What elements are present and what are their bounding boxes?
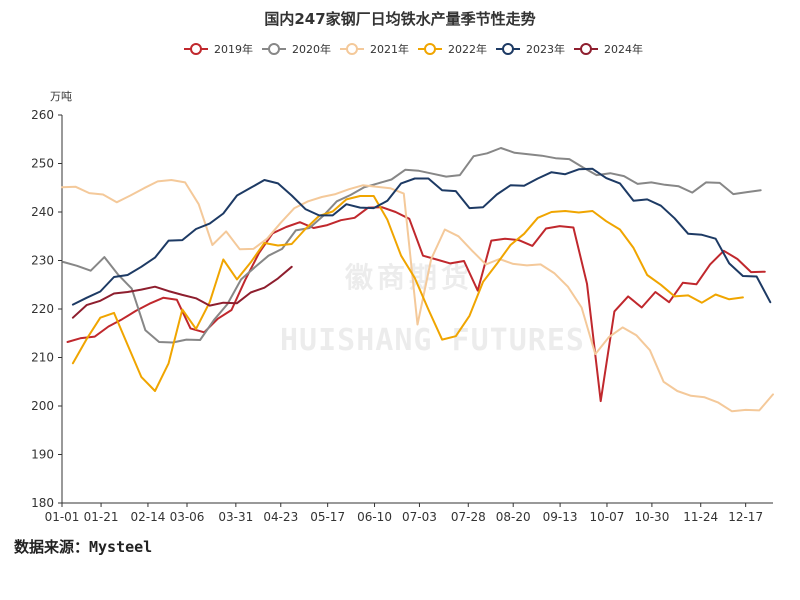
legend-label: 2022年 (448, 43, 487, 56)
x-tick-label: 11-24 (683, 510, 718, 524)
series-line-2019年 (66, 206, 766, 403)
x-tick-label: 10-07 (590, 510, 625, 524)
x-tick-label: 12-17 (728, 510, 763, 524)
legend-label: 2020年 (292, 43, 331, 56)
series-line-2023年 (71, 167, 772, 306)
y-tick-label: 240 (31, 205, 54, 219)
x-tick-label: 07-28 (451, 510, 486, 524)
legend-label: 2021年 (370, 43, 409, 56)
x-tick-label: 02-14 (131, 510, 166, 524)
y-tick-label: 180 (31, 496, 54, 510)
x-tick-label: 03-06 (170, 510, 205, 524)
x-tick-label: 04-23 (263, 510, 298, 524)
series-line-2022年 (71, 195, 744, 392)
x-tick-label: 03-31 (218, 510, 253, 524)
y-tick-label: 210 (31, 351, 54, 365)
series-line-2021年 (61, 179, 774, 413)
chart-legend: 2019年 2020年 2021年 2022年 2023年 2024年 (0, 40, 800, 58)
y-axis-unit-label: 万吨 (50, 90, 72, 103)
x-tick-label: 01-21 (84, 510, 119, 524)
x-tick-label: 08-20 (496, 510, 531, 524)
x-tick-label: 09-13 (543, 510, 578, 524)
x-tick-label: 06-10 (357, 510, 392, 524)
legend-circle-marker (190, 43, 202, 55)
legend-circle-marker (268, 43, 280, 55)
x-tick-label: 07-03 (402, 510, 437, 524)
x-tick-label: 10-30 (634, 510, 669, 524)
legend-label: 2024年 (604, 43, 643, 56)
series-line-2020年 (62, 147, 762, 344)
series-line-2024年 (71, 265, 293, 319)
legend-label: 2019年 (214, 43, 253, 56)
legend-circle-marker (502, 43, 514, 55)
x-tick-label: 05-17 (310, 510, 345, 524)
y-tick-label: 190 (31, 448, 54, 462)
legend-circle-marker (424, 43, 436, 55)
watermark-english: HUISHANG FUTURES (280, 323, 585, 358)
y-tick-label: 220 (31, 302, 54, 316)
y-tick-label: 260 (31, 108, 54, 122)
legend-label: 2023年 (526, 43, 565, 56)
legend-circle-marker (346, 43, 358, 55)
chart-title: 国内247家钢厂日均铁水产量季节性走势 (264, 10, 536, 28)
y-tick-label: 250 (31, 157, 54, 171)
x-tick-label: 01-01 (45, 510, 80, 524)
legend-circle-marker (580, 43, 592, 55)
y-tick-label: 200 (31, 399, 54, 413)
data-source-note: 数据来源：Mysteel (14, 538, 153, 556)
y-tick-label: 230 (31, 254, 54, 268)
